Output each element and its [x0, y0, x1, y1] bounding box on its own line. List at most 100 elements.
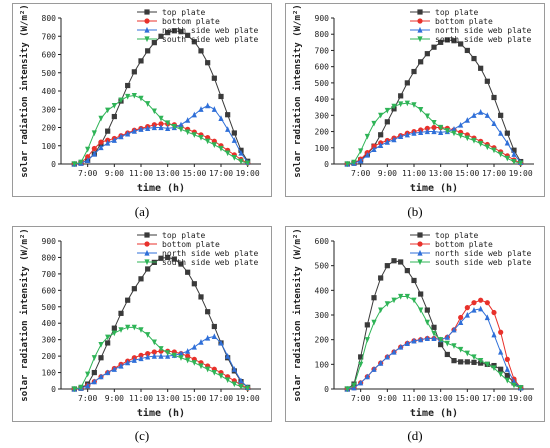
legend-label: north side web plate — [162, 26, 259, 35]
data-point — [151, 349, 157, 355]
x-tick-label: 11:00 — [402, 169, 426, 178]
data-point — [185, 357, 191, 364]
data-point — [145, 266, 151, 272]
data-point — [371, 143, 377, 149]
data-point — [371, 146, 377, 152]
data-point — [205, 102, 211, 109]
data-point — [171, 352, 177, 359]
data-point — [424, 125, 430, 131]
data-point — [424, 335, 430, 342]
data-point — [151, 353, 157, 359]
legend-marker — [144, 232, 150, 238]
panel-label-d: (d) — [407, 428, 423, 443]
data-point — [151, 339, 157, 346]
data-point — [211, 333, 217, 339]
data-point — [431, 335, 437, 342]
data-point — [191, 111, 197, 118]
data-point — [211, 106, 217, 112]
data-point — [471, 112, 477, 118]
data-point — [451, 38, 457, 44]
data-point — [231, 381, 237, 388]
data-point — [498, 348, 504, 355]
data-point — [464, 47, 470, 54]
panel-label-a: (a) — [134, 204, 150, 219]
legend-label: top plate — [435, 231, 479, 240]
data-point — [451, 343, 457, 349]
y-tick-label: 200 — [315, 128, 330, 137]
data-point — [484, 300, 490, 306]
x-axis-title: time (h) — [137, 407, 185, 419]
data-point — [444, 351, 450, 358]
y-tick-label: 700 — [42, 270, 57, 279]
data-point — [351, 382, 357, 389]
data-point — [438, 337, 444, 343]
y-tick-label: 700 — [42, 32, 57, 41]
data-point — [191, 281, 197, 287]
data-point — [185, 32, 191, 38]
data-point — [238, 377, 244, 384]
data-point — [451, 326, 457, 333]
data-point — [111, 103, 117, 109]
data-point — [504, 130, 510, 136]
data-point — [151, 108, 157, 115]
data-point — [131, 286, 137, 292]
legend-label: north side web plate — [435, 249, 532, 258]
x-tick-label: 15:00 — [182, 394, 206, 403]
data-point — [231, 137, 237, 143]
y-tick-label: 900 — [42, 237, 57, 246]
data-point — [171, 256, 177, 262]
data-point — [504, 139, 510, 146]
chart-b: 0 100 200 300 400 500 600 700 800 900 7:00 9:00 11:0… — [292, 4, 534, 194]
y-axis-title: solar radiation intensity (W/m²) — [19, 4, 30, 177]
legend-label: bottom plate — [162, 17, 220, 26]
data-point — [378, 112, 384, 119]
data-point — [105, 107, 111, 114]
x-tick-label: 7:00 — [351, 169, 370, 178]
data-point — [418, 107, 424, 113]
data-point — [91, 150, 97, 157]
legend-marker — [144, 36, 150, 43]
data-point — [384, 107, 390, 114]
data-point — [211, 75, 217, 81]
y-tick-label: 300 — [42, 105, 57, 114]
data-point — [91, 369, 97, 376]
data-point — [191, 343, 197, 350]
data-point — [185, 269, 191, 275]
data-point — [451, 126, 457, 132]
data-point — [205, 366, 211, 373]
legend-marker — [144, 241, 150, 247]
data-point — [404, 131, 410, 138]
data-point — [131, 357, 137, 363]
data-point — [185, 117, 191, 123]
data-point — [138, 352, 144, 358]
x-axis-title: time (h) — [137, 182, 185, 194]
data-point — [371, 366, 377, 372]
data-point — [491, 365, 497, 372]
data-point — [484, 314, 490, 321]
data-point — [118, 327, 124, 333]
data-point — [391, 136, 397, 143]
x-tick-label: 17:00 — [482, 169, 506, 178]
data-point — [125, 297, 131, 303]
legend-marker — [417, 36, 423, 43]
data-point — [85, 146, 91, 153]
data-point — [411, 102, 417, 108]
data-point — [145, 351, 151, 357]
x-tick-label: 11:00 — [402, 394, 426, 403]
legend-label: south side web plate — [162, 258, 259, 267]
legend-label: top plate — [435, 8, 479, 17]
data-point — [471, 300, 477, 306]
data-point — [384, 119, 390, 125]
data-point — [384, 353, 390, 360]
y-tick-label: 900 — [315, 14, 330, 23]
data-point — [504, 155, 510, 162]
data-point — [438, 39, 444, 45]
data-point — [211, 369, 217, 376]
data-point — [424, 307, 430, 313]
data-point — [158, 255, 164, 261]
data-point — [198, 134, 204, 141]
data-point — [138, 58, 144, 64]
y-tick-label: 500 — [42, 303, 57, 312]
data-point — [498, 366, 504, 372]
data-point — [498, 112, 504, 118]
